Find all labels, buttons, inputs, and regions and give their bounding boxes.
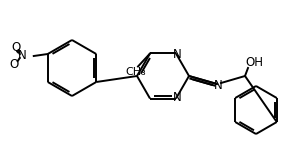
Text: N: N — [173, 48, 181, 61]
Text: O: O — [11, 41, 20, 53]
Text: N: N — [17, 48, 26, 62]
Text: N: N — [214, 79, 222, 91]
Text: CH₃: CH₃ — [126, 67, 146, 77]
Text: O: O — [9, 57, 18, 71]
Text: OH: OH — [245, 56, 263, 68]
Text: N: N — [173, 91, 181, 104]
